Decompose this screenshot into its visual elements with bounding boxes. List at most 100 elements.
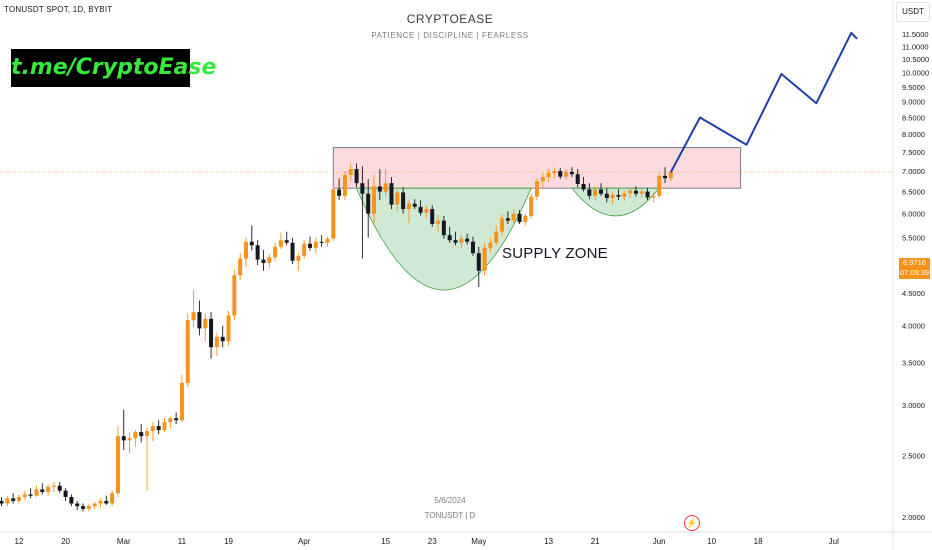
candle-2024-03-31 bbox=[296, 253, 301, 271]
candle-body bbox=[377, 186, 382, 192]
candle-body bbox=[150, 426, 155, 432]
candle-2024-05-26 bbox=[622, 190, 627, 202]
candle-2024-03-06 bbox=[150, 422, 155, 442]
candle-2024-05-06 bbox=[505, 211, 510, 224]
candle-body bbox=[581, 183, 586, 190]
candle-body bbox=[191, 312, 196, 321]
candle-2024-03-28 bbox=[278, 232, 283, 249]
y-tick-label: 11.0000 bbox=[902, 42, 929, 51]
candle-2024-03-27 bbox=[273, 242, 278, 262]
candle-body bbox=[668, 172, 673, 179]
x-tick-label: 18 bbox=[754, 537, 763, 546]
candle-2024-05-01 bbox=[476, 246, 481, 288]
candle-body bbox=[162, 422, 167, 431]
candle-body bbox=[546, 173, 551, 178]
candle-body bbox=[145, 431, 150, 437]
candle-body bbox=[92, 503, 97, 507]
candle-2024-03-14 bbox=[197, 300, 202, 336]
y-tick-label: 5.5000 bbox=[902, 234, 925, 243]
candle-body bbox=[383, 183, 388, 192]
candle-2024-05-18 bbox=[575, 169, 580, 188]
candle-body bbox=[494, 231, 499, 243]
candle-body bbox=[284, 240, 289, 243]
lightning-icon[interactable]: ⚡ bbox=[684, 515, 700, 531]
candle-body bbox=[220, 336, 225, 342]
candle-body bbox=[569, 171, 574, 175]
candle-2024-02-09 bbox=[0, 497, 4, 507]
candle-body bbox=[465, 238, 470, 242]
candle-body bbox=[34, 489, 39, 496]
candle-2024-03-26 bbox=[267, 254, 272, 269]
candle-2024-06-02 bbox=[663, 167, 668, 184]
candle-body bbox=[622, 193, 627, 197]
candle-2024-04-03 bbox=[313, 237, 318, 254]
x-tick-label: 10 bbox=[707, 537, 716, 546]
y-tick-label: 11.5000 bbox=[902, 30, 929, 39]
candle-2024-05-29 bbox=[639, 189, 644, 198]
candle-2024-05-22 bbox=[599, 183, 603, 196]
candle-body bbox=[209, 318, 214, 348]
candle-2024-04-22 bbox=[424, 205, 429, 219]
candle-2024-04-13 bbox=[372, 174, 377, 224]
candle-body bbox=[616, 194, 621, 197]
candle-2024-05-07 bbox=[511, 209, 516, 224]
candle-2024-05-02 bbox=[482, 242, 487, 276]
x-tick-label: 23 bbox=[428, 537, 437, 546]
candle-2024-02-25 bbox=[92, 502, 97, 509]
candle-body bbox=[505, 218, 510, 221]
candle-body bbox=[226, 315, 231, 342]
candle-2024-04-18 bbox=[401, 187, 406, 214]
candle-2024-04-16 bbox=[389, 177, 394, 210]
candle-2024-05-09 bbox=[523, 213, 528, 226]
candle-body bbox=[11, 498, 16, 501]
candle-2024-04-09 bbox=[348, 163, 353, 182]
candle-2024-02-24 bbox=[86, 503, 91, 512]
candle-body bbox=[319, 241, 324, 243]
candle-body bbox=[342, 175, 347, 196]
candle-2024-03-18 bbox=[220, 325, 225, 348]
x-tick-label: Apr bbox=[298, 537, 311, 546]
candle-body bbox=[354, 169, 359, 184]
candle-body bbox=[139, 432, 144, 437]
x-tick-label: 11 bbox=[178, 537, 187, 546]
x-tick-label: Mar bbox=[117, 537, 131, 546]
y-tick-label: 4.5000 bbox=[902, 289, 925, 298]
candle-2024-04-24 bbox=[436, 214, 441, 233]
candle-body bbox=[610, 194, 615, 198]
candle-body bbox=[337, 189, 342, 196]
candle-body bbox=[308, 243, 312, 248]
candle-body bbox=[360, 183, 365, 194]
y-tick-label: 7.0000 bbox=[902, 167, 925, 176]
candle-body bbox=[133, 432, 138, 439]
candle-2024-05-08 bbox=[517, 209, 522, 224]
candle-2024-02-11 bbox=[11, 493, 16, 504]
candle-2024-05-10 bbox=[529, 193, 534, 219]
candle-body bbox=[185, 320, 190, 383]
candle-2024-04-20 bbox=[412, 199, 417, 210]
candle-body bbox=[482, 247, 487, 271]
candle-body bbox=[75, 503, 80, 507]
candle-body bbox=[447, 235, 452, 241]
candle-body bbox=[214, 336, 219, 348]
cup-shape-1 bbox=[355, 187, 532, 291]
candle-body bbox=[110, 493, 115, 504]
candle-2024-03-15 bbox=[203, 313, 208, 342]
candle-2024-03-01 bbox=[121, 409, 126, 450]
last-price-value: 6.9716 bbox=[903, 258, 926, 267]
candle-2024-05-31 bbox=[651, 192, 656, 203]
candle-body bbox=[57, 485, 62, 491]
candle-2024-03-13 bbox=[191, 290, 196, 327]
y-tick-label: 6.0000 bbox=[902, 210, 925, 219]
candle-body bbox=[406, 203, 411, 210]
currency-button[interactable]: USDT bbox=[896, 2, 930, 22]
candle-2024-04-26 bbox=[447, 226, 452, 243]
countdown-timer: 07:09:39 bbox=[899, 268, 930, 277]
y-tick-label: 3.0000 bbox=[902, 401, 925, 410]
y-tick-label: 8.0000 bbox=[902, 130, 925, 139]
candle-2024-06-01 bbox=[657, 173, 662, 198]
x-tick-label: 15 bbox=[381, 537, 390, 546]
candle-body bbox=[115, 436, 120, 494]
candle-2024-03-10 bbox=[174, 412, 179, 425]
candle-body bbox=[587, 189, 592, 196]
